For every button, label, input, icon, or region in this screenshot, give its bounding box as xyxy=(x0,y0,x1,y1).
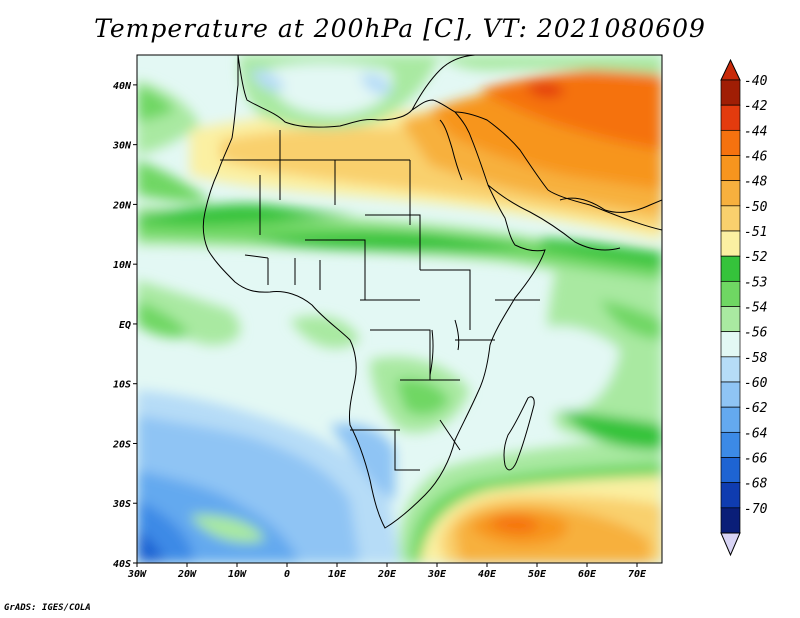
temperature-field xyxy=(137,55,662,563)
lat-tick-label: 20N xyxy=(112,200,132,211)
colorbar-label: -64 xyxy=(744,426,767,441)
colorbar-label: -52 xyxy=(744,250,768,265)
colorbar-label: -58 xyxy=(744,351,768,366)
lat-tick-label: 30S xyxy=(112,499,131,510)
colorbar-swatch xyxy=(720,306,741,333)
colorbar-swatch xyxy=(720,255,741,282)
colorbar-label: -68 xyxy=(744,477,768,492)
lat-tick-label: 10N xyxy=(113,260,132,271)
lon-tick-label: 40E xyxy=(478,569,497,580)
colorbar-swatch xyxy=(720,230,741,257)
colorbar-swatch xyxy=(720,129,741,156)
lon-tick-label: 20E xyxy=(377,569,397,580)
colorbar-swatch xyxy=(720,507,741,534)
map-title: Temperature at 200hPa [C], VT: 202108060… xyxy=(94,14,706,43)
colorbar-swatch xyxy=(720,457,741,484)
lat-tick-label: 10S xyxy=(113,380,131,391)
colorbar-label: -50 xyxy=(744,200,768,215)
colorbar-label: -56 xyxy=(744,326,768,341)
colorbar-swatch xyxy=(720,79,741,106)
lon-tick-label: 50E xyxy=(528,569,547,580)
colorbar-label: -62 xyxy=(744,401,768,416)
lat-tick-label: 20S xyxy=(112,439,131,450)
colorbar-swatch xyxy=(720,104,741,131)
colorbar-label: -44 xyxy=(744,124,767,139)
colorbar-label: -60 xyxy=(744,376,768,391)
grads-credit: GrADS: IGES/COLA xyxy=(4,603,91,613)
colorbar-label: -40 xyxy=(744,74,768,89)
colorbar-swatch xyxy=(720,331,741,358)
longitude-axis: 30W 20W 10W 0 10E 20E 30E 40E 50E 60E 70E xyxy=(127,563,647,580)
coastlines xyxy=(202,55,662,529)
colorbar-top-cap xyxy=(720,58,741,81)
colorbar-swatch xyxy=(720,381,741,408)
colorbar-label: -51 xyxy=(744,225,767,240)
lat-tick-label: 30N xyxy=(112,141,132,152)
colorbar-swatch xyxy=(720,280,741,307)
colorbar-swatch xyxy=(720,155,741,182)
lon-tick-label: 10E xyxy=(328,569,347,580)
lat-tick-label: 40N xyxy=(113,81,132,92)
lat-tick-label: EQ xyxy=(119,320,131,331)
lon-tick-label: 10W xyxy=(228,569,247,580)
colorbar-swatch xyxy=(720,482,741,509)
lon-tick-label: 0 xyxy=(284,569,290,580)
colorbar-swatch xyxy=(720,356,741,383)
colorbar-label: -48 xyxy=(744,175,768,190)
lon-tick-label: 30E xyxy=(427,569,447,580)
lon-tick-label: 20W xyxy=(177,569,197,580)
lon-tick-label: 70E xyxy=(628,569,647,580)
colorbar-swatch xyxy=(720,406,741,433)
lat-tick-label: 40S xyxy=(113,559,131,570)
lon-tick-label: 60E xyxy=(578,569,597,580)
lon-tick-label: 30W xyxy=(127,569,147,580)
colorbar-label: -53 xyxy=(744,275,767,290)
colorbar-label: -54 xyxy=(744,301,767,316)
colorbar: -40 -42 -44 -46 -48 -50 -51 -52 -53 -54 -56 -58 -60 -… xyxy=(720,58,768,557)
colorbar-swatch xyxy=(720,180,741,207)
colorbar-bottom-cap xyxy=(720,532,741,557)
colorbar-label: -42 xyxy=(744,99,768,114)
colorbar-label: -70 xyxy=(744,502,768,517)
colorbar-swatch xyxy=(720,205,741,232)
latitude-axis: 40N 30N 20N 10N EQ 10S 20S 30S 40S xyxy=(112,81,137,570)
colorbar-swatch xyxy=(720,431,741,458)
plot-frame xyxy=(136,54,663,564)
colorbar-label: -66 xyxy=(744,452,768,467)
colorbar-label: -46 xyxy=(744,150,768,165)
